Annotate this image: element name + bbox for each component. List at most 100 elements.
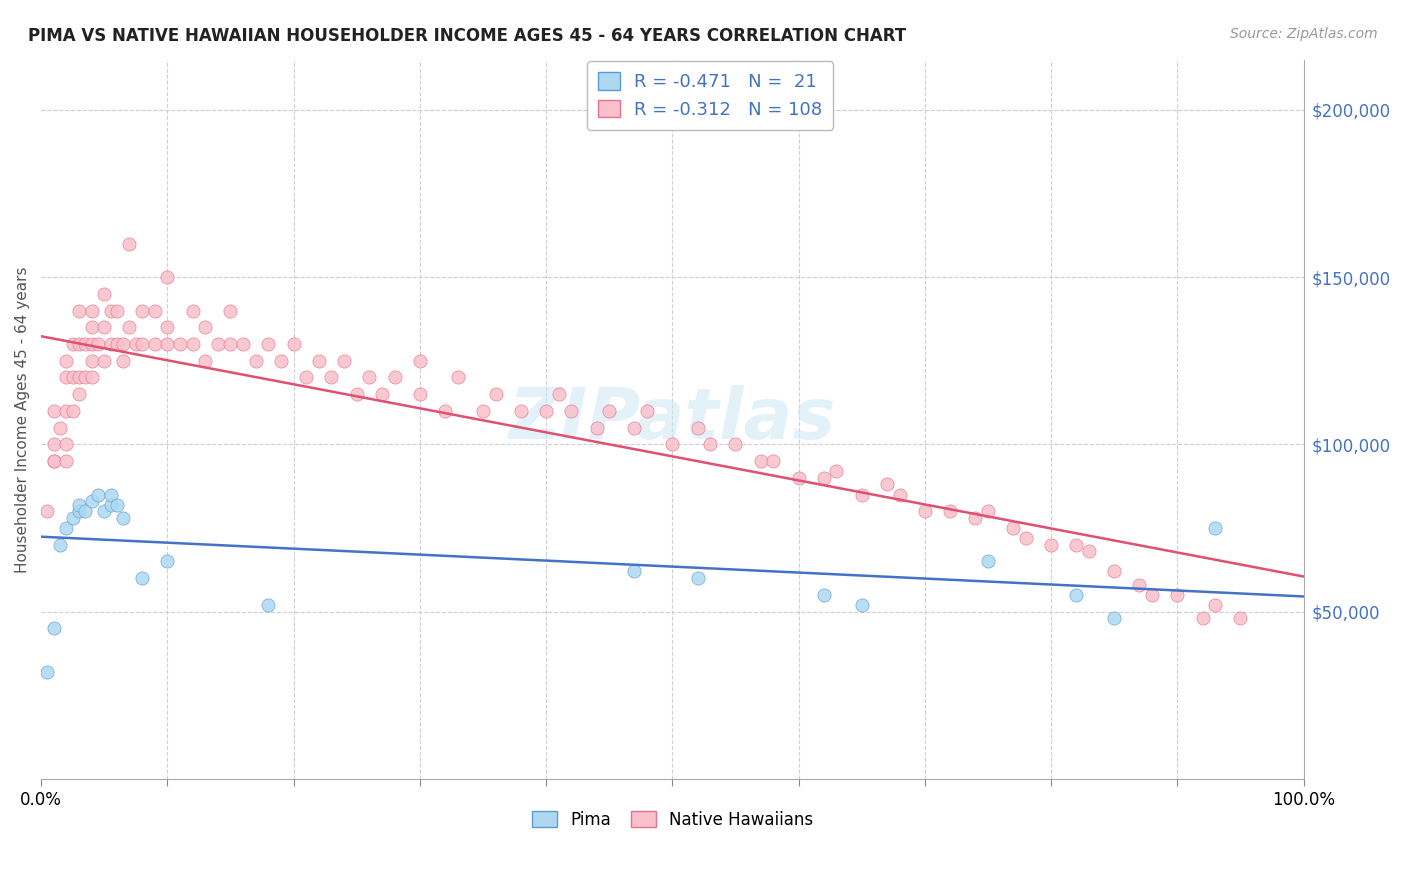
Point xyxy=(194,320,217,334)
Point xyxy=(623,420,645,434)
Point xyxy=(125,337,148,351)
Point xyxy=(62,511,84,525)
Point xyxy=(42,454,65,468)
Point xyxy=(67,504,90,518)
Point xyxy=(434,404,457,418)
Point xyxy=(283,337,305,351)
Point xyxy=(67,387,90,401)
Point xyxy=(93,504,115,518)
Point xyxy=(42,621,65,635)
Point xyxy=(232,337,254,351)
Point xyxy=(813,471,835,485)
Point xyxy=(447,370,470,384)
Point xyxy=(207,337,229,351)
Point xyxy=(914,504,936,518)
Point xyxy=(1002,521,1025,535)
Point xyxy=(42,437,65,451)
Point xyxy=(156,270,179,285)
Point xyxy=(143,337,166,351)
Point xyxy=(55,437,77,451)
Point xyxy=(55,521,77,535)
Point xyxy=(876,477,898,491)
Point xyxy=(105,303,128,318)
Point xyxy=(295,370,318,384)
Legend: Pima, Native Hawaiians: Pima, Native Hawaiians xyxy=(524,804,820,835)
Point xyxy=(80,303,103,318)
Point xyxy=(813,588,835,602)
Point xyxy=(169,337,191,351)
Point xyxy=(37,665,59,679)
Point xyxy=(49,420,72,434)
Point xyxy=(977,504,1000,518)
Point xyxy=(661,437,683,451)
Point xyxy=(62,370,84,384)
Y-axis label: Householder Income Ages 45 - 64 years: Householder Income Ages 45 - 64 years xyxy=(15,266,30,573)
Point xyxy=(889,487,911,501)
Point xyxy=(270,353,292,368)
Point xyxy=(560,404,582,418)
Point xyxy=(472,404,495,418)
Point xyxy=(484,387,506,401)
Point xyxy=(156,320,179,334)
Point xyxy=(62,404,84,418)
Point xyxy=(87,337,110,351)
Point xyxy=(1015,531,1038,545)
Point xyxy=(409,387,432,401)
Text: ZIPatlas: ZIPatlas xyxy=(509,384,837,454)
Point xyxy=(359,370,381,384)
Point xyxy=(131,303,153,318)
Point xyxy=(37,504,59,518)
Point xyxy=(75,370,97,384)
Point xyxy=(67,498,90,512)
Point xyxy=(80,494,103,508)
Point xyxy=(724,437,747,451)
Point xyxy=(245,353,267,368)
Point xyxy=(333,353,356,368)
Point xyxy=(181,303,204,318)
Point xyxy=(93,353,115,368)
Point xyxy=(1191,611,1213,625)
Point xyxy=(977,554,1000,568)
Point xyxy=(851,487,873,501)
Point xyxy=(55,404,77,418)
Point xyxy=(118,236,141,251)
Point xyxy=(93,286,115,301)
Point xyxy=(1040,538,1063,552)
Point xyxy=(585,420,607,434)
Point xyxy=(1102,565,1125,579)
Point xyxy=(346,387,368,401)
Point xyxy=(112,353,135,368)
Point xyxy=(131,571,153,585)
Point xyxy=(87,487,110,501)
Point xyxy=(851,598,873,612)
Point xyxy=(686,420,709,434)
Point xyxy=(598,404,620,418)
Point xyxy=(75,504,97,518)
Point xyxy=(156,337,179,351)
Point xyxy=(156,554,179,568)
Point xyxy=(219,303,242,318)
Point xyxy=(75,337,97,351)
Point xyxy=(194,353,217,368)
Point xyxy=(112,511,135,525)
Text: PIMA VS NATIVE HAWAIIAN HOUSEHOLDER INCOME AGES 45 - 64 YEARS CORRELATION CHART: PIMA VS NATIVE HAWAIIAN HOUSEHOLDER INCO… xyxy=(28,27,907,45)
Point xyxy=(939,504,962,518)
Point xyxy=(80,353,103,368)
Point xyxy=(143,303,166,318)
Point xyxy=(509,404,531,418)
Point xyxy=(100,303,122,318)
Point xyxy=(749,454,772,468)
Point xyxy=(112,337,135,351)
Point xyxy=(547,387,569,401)
Point xyxy=(80,320,103,334)
Point xyxy=(1128,578,1150,592)
Point xyxy=(55,353,77,368)
Point xyxy=(825,464,848,478)
Point xyxy=(80,370,103,384)
Point xyxy=(257,598,280,612)
Point xyxy=(55,454,77,468)
Point xyxy=(321,370,343,384)
Point xyxy=(762,454,785,468)
Point xyxy=(636,404,658,418)
Point xyxy=(1166,588,1188,602)
